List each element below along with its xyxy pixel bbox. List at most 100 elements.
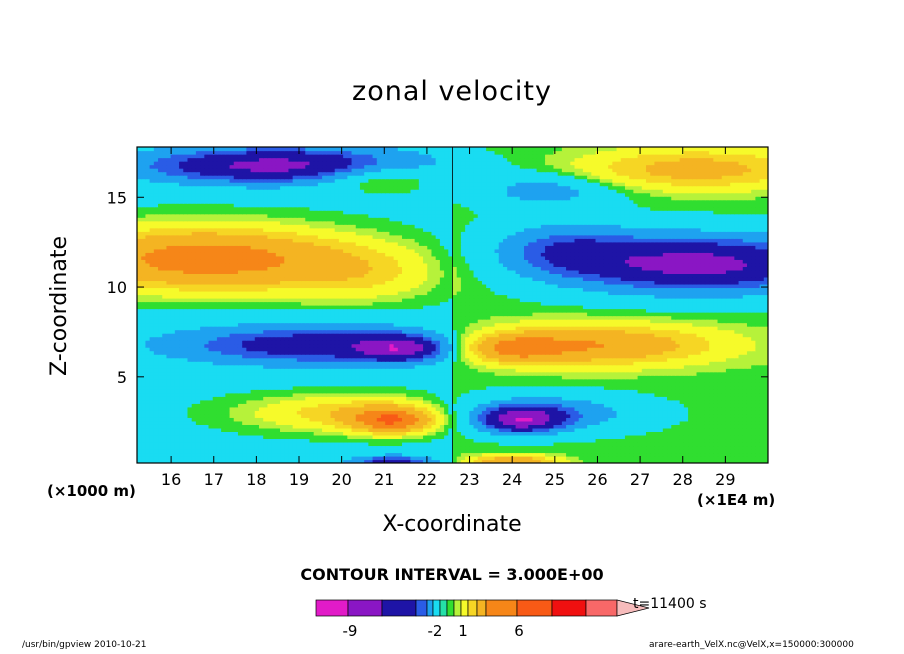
field-cell — [267, 343, 273, 348]
field-cell — [595, 357, 601, 362]
field-cell — [292, 424, 298, 429]
field-cell — [288, 364, 294, 369]
field-cell — [313, 371, 319, 376]
field-cell — [296, 420, 302, 425]
field-cell — [322, 382, 327, 387]
field-cell — [599, 427, 605, 432]
field-cell — [612, 424, 618, 429]
field-cell — [507, 455, 512, 461]
field-cell — [280, 424, 285, 429]
field-cell — [284, 385, 290, 390]
field-cell — [519, 434, 525, 440]
field-cell — [275, 455, 281, 461]
field-cell — [469, 392, 475, 397]
field-cell — [195, 410, 201, 415]
field-cell — [730, 357, 735, 362]
field-cell — [359, 361, 365, 366]
field-cell — [595, 438, 601, 443]
field-cell — [280, 378, 285, 383]
field-cell — [385, 399, 390, 404]
field-cell — [187, 378, 193, 383]
field-cell — [364, 396, 369, 401]
field-cell — [595, 378, 601, 383]
field-cell — [254, 448, 260, 454]
field-cell — [431, 399, 437, 404]
field-cell — [330, 438, 336, 443]
field-cell — [158, 343, 163, 348]
field-cell — [511, 420, 517, 425]
field-cell — [439, 347, 445, 352]
field-cell — [183, 424, 189, 429]
field-cell — [641, 445, 647, 450]
field-cell — [372, 413, 378, 418]
field-cell — [258, 364, 264, 369]
field-cell — [519, 399, 525, 404]
field-cell — [141, 455, 147, 461]
field-cell — [372, 375, 378, 380]
field-cell — [549, 382, 555, 387]
field-cell — [368, 385, 374, 390]
field-cell — [540, 455, 546, 461]
field-cell — [721, 417, 727, 422]
field-cell — [423, 434, 428, 440]
field-cell — [158, 445, 163, 450]
field-cell — [334, 441, 340, 447]
field-cell — [284, 406, 290, 411]
field-cell — [162, 389, 168, 394]
field-cell — [137, 371, 142, 376]
field-cell — [326, 350, 332, 355]
field-cell — [191, 371, 197, 376]
field-cell — [553, 382, 559, 387]
field-cell — [149, 368, 155, 373]
field-cell — [553, 361, 559, 366]
field-cell — [536, 445, 542, 450]
field-cell — [229, 354, 235, 359]
field-cell — [498, 441, 504, 447]
field-cell — [305, 448, 311, 454]
field-cell — [721, 406, 727, 411]
field-cell — [620, 375, 626, 380]
field-cell — [469, 455, 475, 461]
field-cell — [376, 375, 382, 380]
field-cell — [570, 455, 576, 461]
field-cell — [662, 368, 668, 373]
field-cell — [166, 441, 172, 447]
field-cell — [376, 389, 382, 394]
field-cell — [296, 389, 302, 394]
field-cell — [477, 375, 483, 380]
field-cell — [595, 410, 601, 415]
field-cell — [751, 427, 756, 432]
field-cell — [204, 347, 210, 352]
field-cell — [540, 445, 546, 450]
field-cell — [637, 357, 643, 362]
field-cell — [570, 459, 576, 463]
field-cell — [746, 371, 752, 376]
field-cell — [368, 368, 374, 373]
field-cell — [700, 350, 706, 355]
field-cell — [149, 403, 155, 408]
field-cell — [624, 350, 630, 355]
field-cell — [532, 385, 538, 390]
field-cell — [292, 427, 298, 432]
field-cell — [402, 406, 407, 411]
field-cell — [212, 455, 218, 461]
field-cell — [166, 368, 172, 373]
field-cell — [494, 455, 500, 461]
field-cell — [322, 399, 327, 404]
field-cell — [679, 378, 685, 383]
field-cell — [351, 357, 357, 362]
field-cell — [675, 441, 681, 447]
field-cell — [511, 417, 517, 422]
field-cell — [250, 357, 256, 362]
field-cell — [179, 459, 184, 463]
field-cell — [414, 420, 420, 425]
field-cell — [658, 364, 664, 369]
field-cell — [271, 427, 277, 432]
field-cell — [620, 424, 626, 429]
field-cell — [166, 420, 172, 425]
field-cell — [153, 434, 159, 440]
field-cell — [511, 455, 517, 461]
field-cell — [536, 431, 542, 436]
field-cell — [158, 410, 163, 415]
field-cell — [208, 368, 214, 373]
